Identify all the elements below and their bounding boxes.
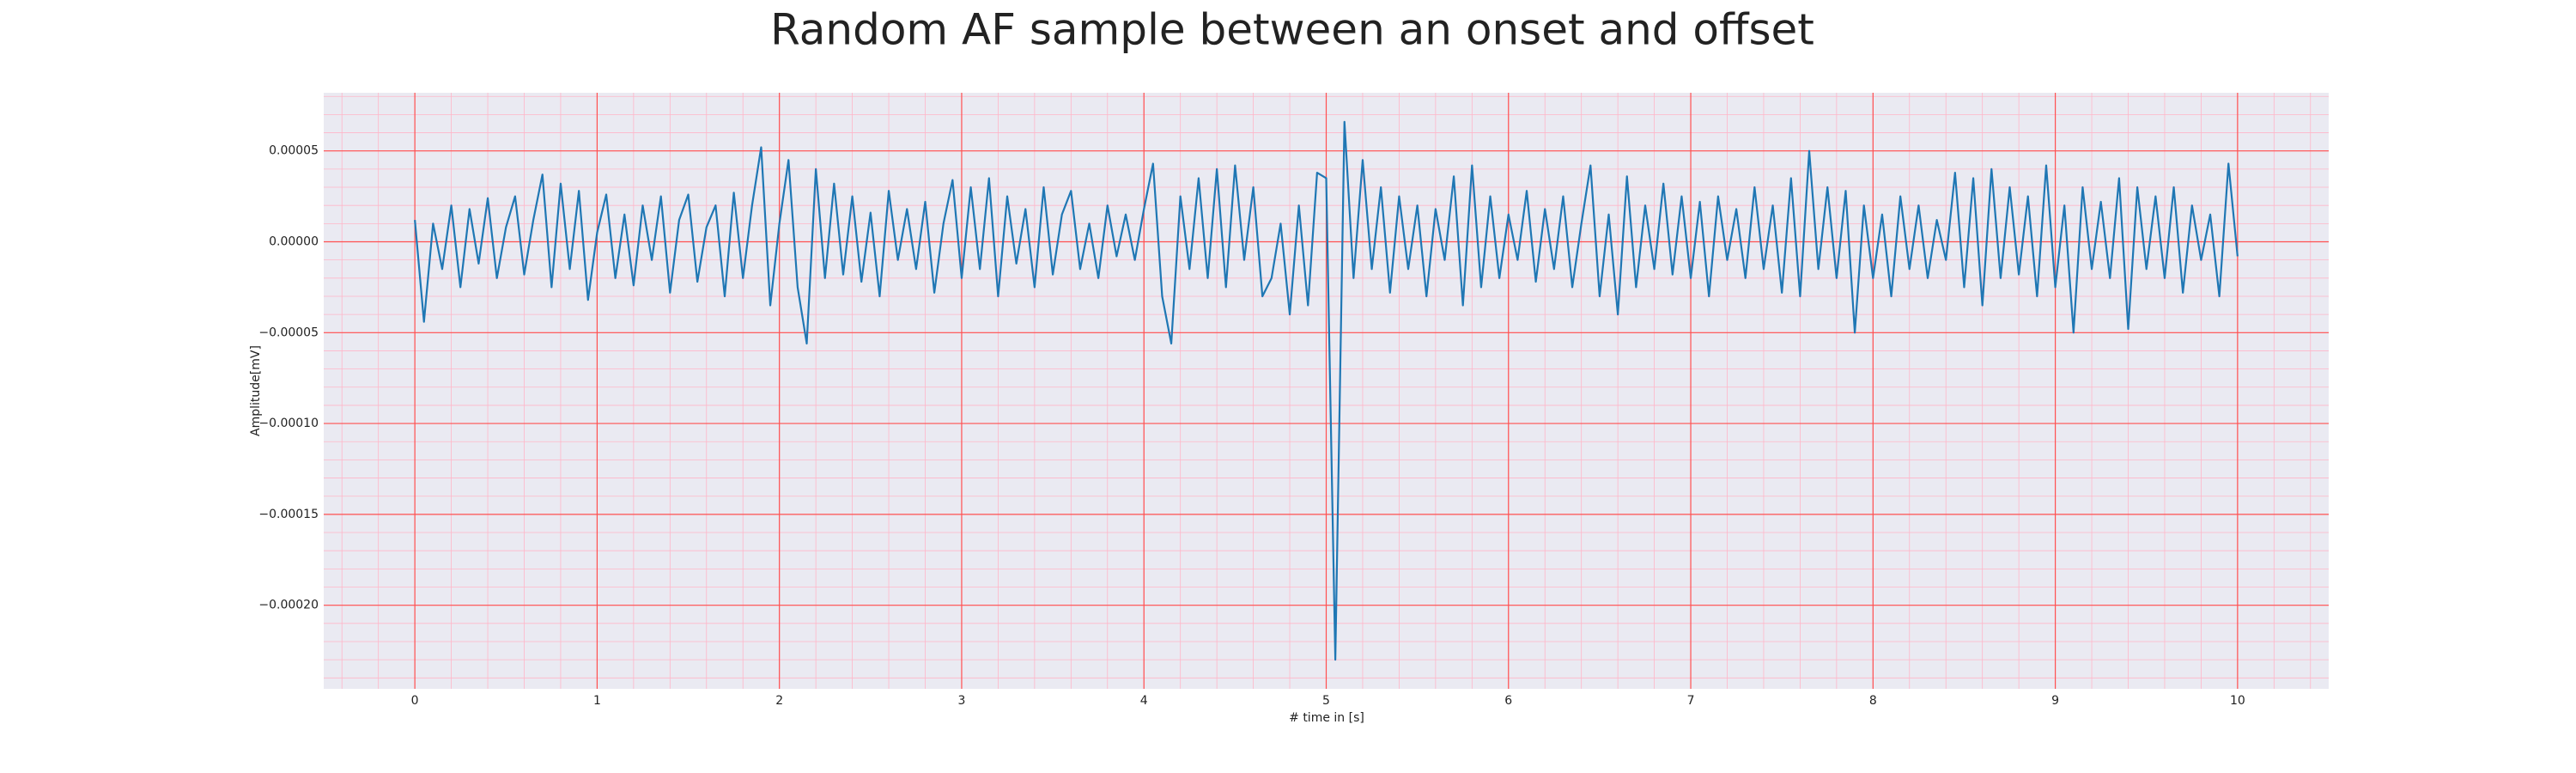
x-tick-label: 5 <box>1322 694 1330 708</box>
chart-title: Random AF sample between an onset and of… <box>770 5 1814 55</box>
x-tick-label: 8 <box>1869 694 1877 708</box>
y-tick-label: −0.00015 <box>258 508 319 521</box>
x-tick-label: 0 <box>411 694 419 708</box>
x-tick-label: 10 <box>2230 694 2245 708</box>
x-tick-label: 3 <box>957 694 965 708</box>
x-tick-label: 4 <box>1140 694 1148 708</box>
y-tick-label: −0.00010 <box>258 417 319 430</box>
y-tick-label: −0.00020 <box>258 599 319 612</box>
data-line <box>414 120 2239 661</box>
y-tick-label: 0.00000 <box>269 235 319 249</box>
y-tick-label: 0.00005 <box>269 144 319 158</box>
y-axis-label: Amplitude[mV] <box>249 345 263 436</box>
x-axis-label: # time in [s] <box>1289 711 1364 725</box>
x-tick-label: 6 <box>1504 694 1512 708</box>
x-tick-label: 1 <box>593 694 601 708</box>
y-tick-label: −0.00005 <box>258 326 319 339</box>
x-tick-label: 9 <box>2051 694 2059 708</box>
x-tick-label: 2 <box>775 694 783 708</box>
major-grid <box>324 93 2329 689</box>
x-tick-label: 7 <box>1687 694 1695 708</box>
